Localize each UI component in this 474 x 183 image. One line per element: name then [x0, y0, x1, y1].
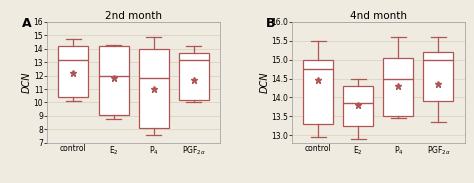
PathPatch shape — [58, 46, 89, 97]
PathPatch shape — [303, 60, 333, 124]
Y-axis label: DCN: DCN — [260, 72, 270, 93]
Text: B: B — [266, 17, 276, 30]
PathPatch shape — [138, 49, 169, 128]
Text: A: A — [21, 17, 31, 30]
PathPatch shape — [99, 46, 128, 115]
PathPatch shape — [343, 86, 374, 126]
PathPatch shape — [423, 52, 454, 101]
PathPatch shape — [383, 58, 413, 116]
Y-axis label: DCN: DCN — [22, 72, 32, 93]
PathPatch shape — [179, 53, 209, 100]
Title: 2nd month: 2nd month — [105, 11, 162, 21]
Title: 4nd month: 4nd month — [350, 11, 407, 21]
